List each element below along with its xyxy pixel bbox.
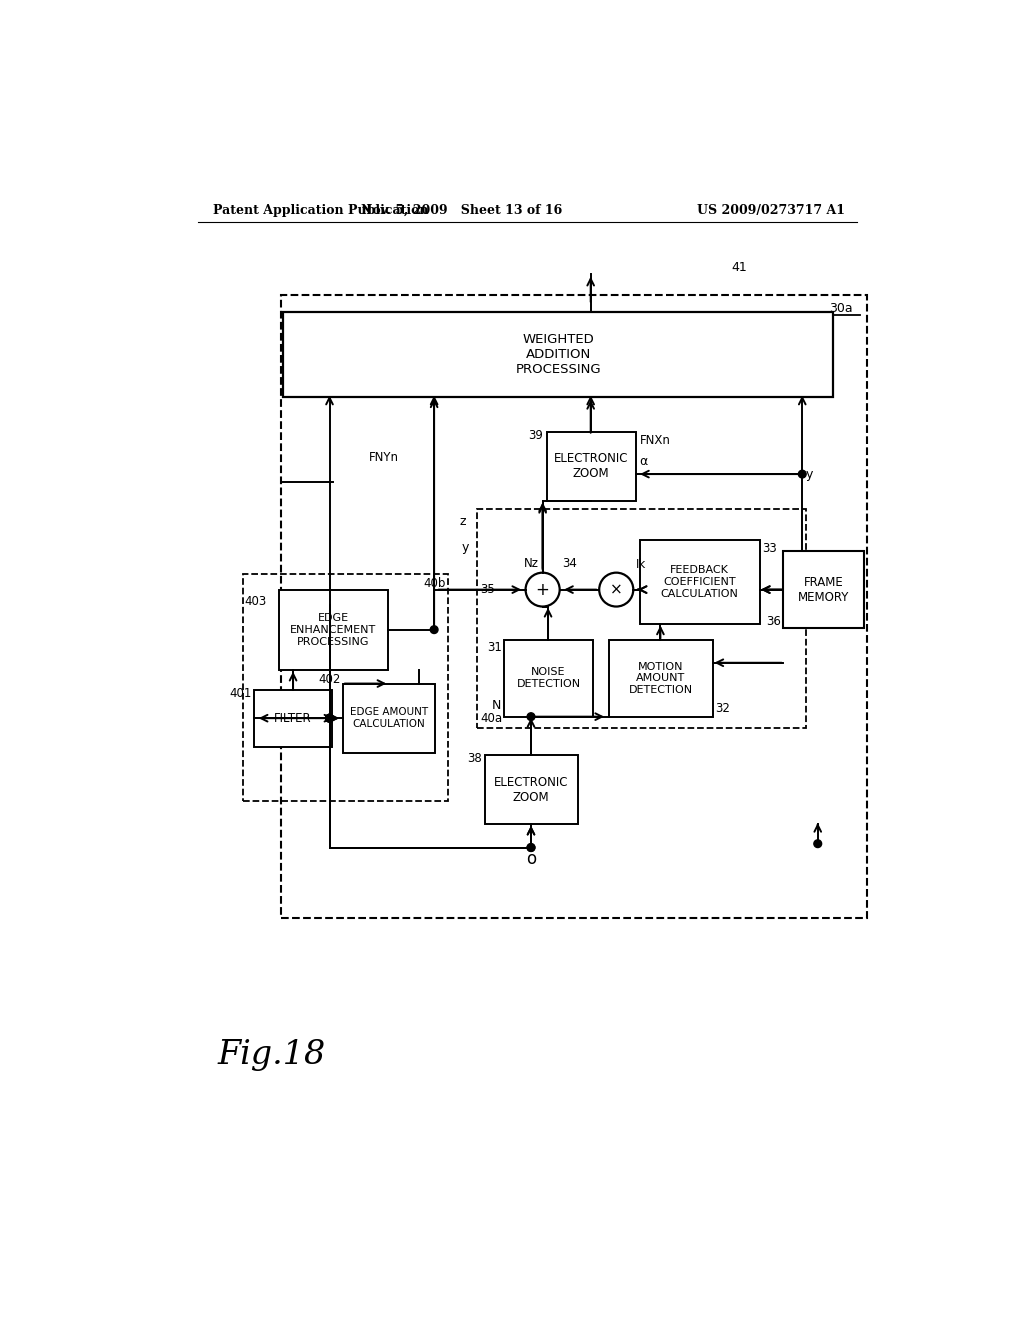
Text: EDGE AMOUNT
CALCULATION: EDGE AMOUNT CALCULATION (350, 708, 428, 729)
Bar (283, 313, 834, 397)
Bar (547, 432, 636, 502)
Text: WEIGHTED
ADDITION
PROCESSING: WEIGHTED ADDITION PROCESSING (515, 333, 601, 376)
Text: 40a: 40a (480, 713, 503, 726)
Text: 33: 33 (762, 543, 776, 556)
Text: ×: × (610, 582, 623, 597)
Text: Patent Application Publication: Patent Application Publication (213, 205, 429, 218)
Bar (783, 552, 864, 628)
Text: FRAME
MEMORY: FRAME MEMORY (798, 576, 849, 603)
Bar (477, 508, 806, 729)
Text: 403: 403 (245, 594, 266, 607)
Text: 36: 36 (766, 615, 780, 628)
Circle shape (527, 843, 535, 851)
Text: FEEDBACK
COEFFICIENT
CALCULATION: FEEDBACK COEFFICIENT CALCULATION (660, 565, 738, 598)
Bar (243, 574, 449, 801)
Bar (281, 294, 867, 919)
Text: Nz: Nz (523, 557, 539, 570)
Circle shape (527, 713, 535, 721)
Text: Nov. 5, 2009   Sheet 13 of 16: Nov. 5, 2009 Sheet 13 of 16 (360, 205, 562, 218)
Circle shape (814, 840, 821, 847)
Bar (280, 590, 388, 671)
Text: ELECTRONIC
ZOOM: ELECTRONIC ZOOM (494, 776, 568, 804)
Text: NOISE
DETECTION: NOISE DETECTION (516, 668, 581, 689)
Text: Ik: Ik (636, 558, 646, 572)
Text: MOTION
AMOUNT
DETECTION: MOTION AMOUNT DETECTION (629, 661, 693, 694)
Text: FILTER: FILTER (274, 711, 312, 725)
Text: 39: 39 (527, 429, 543, 442)
Text: 41: 41 (732, 261, 748, 275)
Text: 401: 401 (229, 686, 252, 700)
Bar (254, 689, 332, 747)
Text: N: N (493, 698, 502, 711)
Text: EDGE
ENHANCEMENT
PROCESSING: EDGE ENHANCEMENT PROCESSING (290, 614, 377, 647)
Text: 31: 31 (486, 640, 502, 653)
Circle shape (799, 470, 806, 478)
Circle shape (430, 626, 438, 634)
Circle shape (326, 714, 334, 722)
Bar (608, 640, 713, 717)
Text: FNXn: FNXn (640, 434, 671, 447)
Text: 38: 38 (467, 752, 482, 766)
Circle shape (326, 714, 334, 722)
Text: α: α (640, 454, 648, 467)
Text: US 2009/0273717 A1: US 2009/0273717 A1 (697, 205, 845, 218)
Text: z: z (460, 515, 466, 528)
Bar (504, 640, 593, 717)
Text: y: y (806, 467, 813, 480)
Text: +: + (536, 581, 550, 598)
Text: 35: 35 (480, 583, 496, 597)
Circle shape (326, 714, 334, 722)
Text: y: y (461, 541, 469, 554)
Text: Fig.18: Fig.18 (217, 1039, 326, 1072)
Circle shape (527, 843, 535, 851)
Text: 34: 34 (562, 557, 577, 570)
Text: 402: 402 (318, 673, 341, 686)
Bar (343, 684, 435, 752)
Text: 40b: 40b (423, 577, 445, 590)
Text: o: o (526, 850, 536, 869)
Bar (640, 540, 760, 624)
Text: 30a: 30a (828, 302, 852, 315)
Text: FNYn: FNYn (369, 450, 398, 463)
Text: ELECTRONIC
ZOOM: ELECTRONIC ZOOM (554, 453, 629, 480)
Text: 32: 32 (716, 702, 730, 715)
Bar (484, 755, 578, 825)
